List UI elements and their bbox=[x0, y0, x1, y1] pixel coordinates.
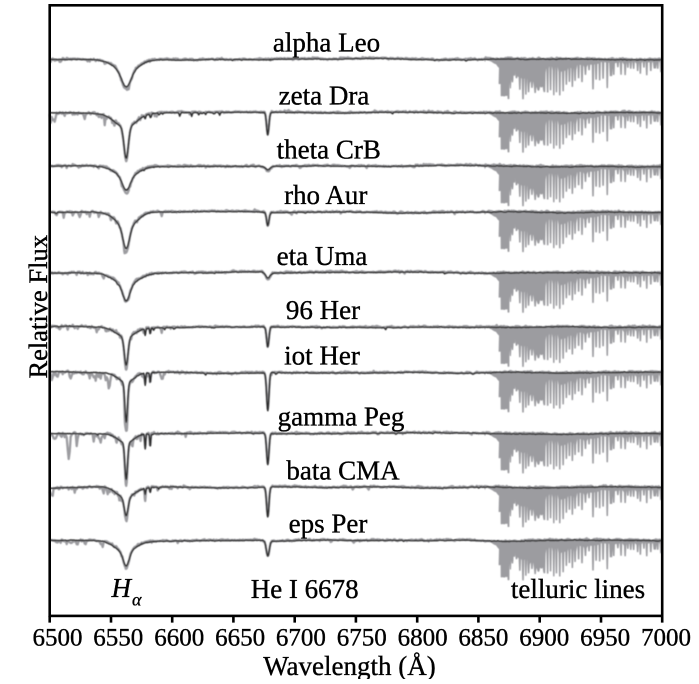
svg-text:alpha Leo: alpha Leo bbox=[273, 27, 380, 57]
svg-text:6850: 6850 bbox=[458, 625, 508, 652]
svg-text:telluric lines: telluric lines bbox=[511, 574, 645, 604]
svg-text:Relative Flux: Relative Flux bbox=[23, 235, 53, 379]
svg-text:gamma Peg: gamma Peg bbox=[278, 402, 405, 432]
svg-text:96 Her: 96 Her bbox=[286, 295, 360, 325]
svg-text:6950: 6950 bbox=[580, 625, 630, 652]
svg-text:7000: 7000 bbox=[641, 625, 691, 652]
svg-text:eps Per: eps Per bbox=[289, 509, 368, 539]
svg-text:eta Uma: eta Uma bbox=[277, 241, 368, 271]
svg-text:He I 6678: He I 6678 bbox=[251, 574, 359, 604]
svg-text:6600: 6600 bbox=[154, 625, 204, 652]
svg-text:iot Her: iot Her bbox=[284, 341, 360, 371]
svg-text:6900: 6900 bbox=[519, 625, 569, 652]
svg-text:6800: 6800 bbox=[398, 625, 448, 652]
svg-text:H: H bbox=[111, 573, 133, 603]
svg-text:6550: 6550 bbox=[93, 625, 143, 652]
svg-text:bata CMA: bata CMA bbox=[286, 455, 400, 485]
svg-text:6500: 6500 bbox=[33, 625, 83, 652]
svg-text:α: α bbox=[132, 590, 142, 610]
svg-text:Wavelength (Å): Wavelength (Å) bbox=[263, 651, 436, 679]
svg-text:6750: 6750 bbox=[337, 625, 387, 652]
svg-text:theta CrB: theta CrB bbox=[277, 134, 381, 164]
svg-text:6650: 6650 bbox=[215, 625, 265, 652]
svg-text:rho Aur: rho Aur bbox=[284, 180, 367, 210]
svg-text:6700: 6700 bbox=[276, 625, 326, 652]
svg-text:zeta Dra: zeta Dra bbox=[279, 81, 370, 111]
